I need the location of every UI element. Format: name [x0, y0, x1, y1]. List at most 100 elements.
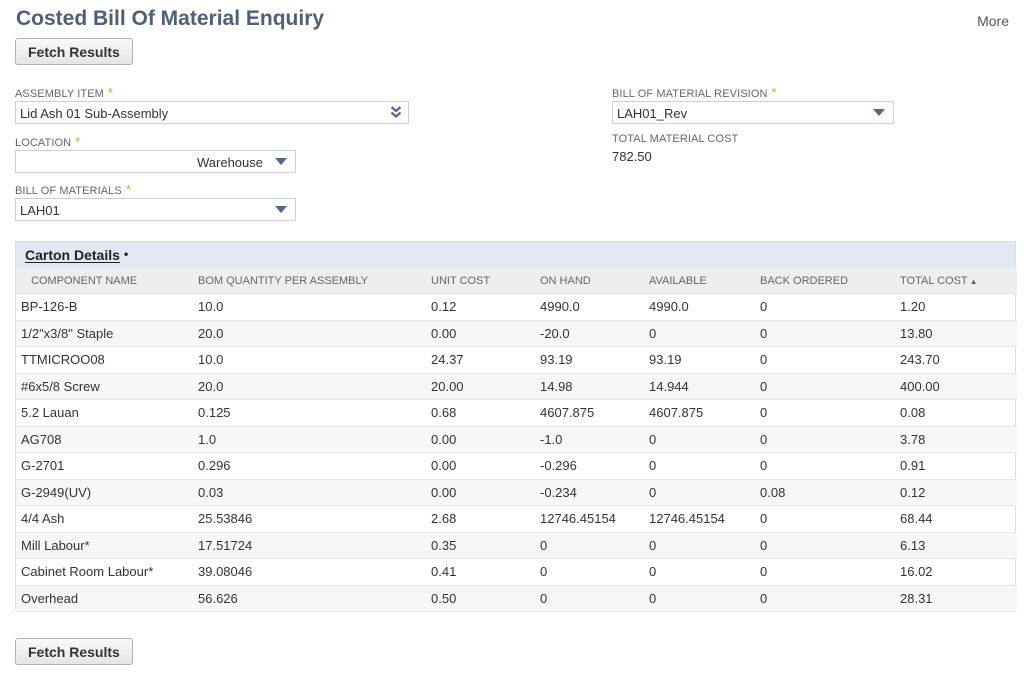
sort-ascending-icon: ▲ — [969, 276, 978, 286]
table-row[interactable]: G-2949(UV) 0.03 0.00 -0.234 0 0.08 0.12 — [16, 479, 1017, 506]
table-row[interactable]: 5.2 Lauan 0.125 0.68 4607.875 4607.875 0 0.08 — [16, 399, 1017, 427]
table-header-row: COMPONENT NAME BOM QUANTITY PER ASSEMBLY U… — [16, 268, 1017, 294]
table-cell: 5.2 Lauan — [16, 399, 188, 427]
location-label: LOCATION * — [15, 134, 81, 149]
table-cell: 0.12 — [421, 293, 530, 321]
table-cell: -0.234 — [530, 479, 639, 506]
table-row[interactable]: Cabinet Room Labour* 39.08046 0.41 0 0 0 16.02 — [16, 558, 1017, 586]
caret-down-icon[interactable] — [275, 206, 287, 213]
sublist-title[interactable]: Carton Details — [25, 247, 120, 263]
table-cell: 0 — [750, 558, 890, 586]
table-cell: 0.41 — [421, 558, 530, 586]
table-row[interactable]: Mill Labour* 17.51724 0.35 0 0 0 6.13 — [16, 532, 1017, 559]
location-select[interactable]: Warehouse — [15, 150, 296, 173]
table-cell: 14.944 — [639, 373, 750, 400]
table-cell: 0 — [530, 585, 639, 612]
table-row[interactable]: 1/2"x3/8" Staple 20.0 0.00 -20.0 0 0 13.80 — [16, 320, 1017, 347]
table-cell: 0 — [639, 479, 750, 506]
table-cell: 25.53846 — [188, 505, 421, 533]
table-cell: G-2949(UV) — [16, 479, 188, 506]
table-cell: 0 — [639, 426, 750, 453]
table-cell: 1.0 — [188, 426, 421, 453]
table-cell: Cabinet Room Labour* — [16, 558, 188, 586]
table-cell: 0.68 — [421, 399, 530, 427]
table-cell: 0 — [530, 532, 639, 559]
table-cell: 0.00 — [421, 479, 530, 506]
table-cell: #6x5/8 Screw — [16, 373, 188, 400]
table-cell: 93.19 — [639, 346, 750, 374]
fetch-results-button-bottom[interactable]: Fetch Results — [15, 638, 133, 665]
table-cell: 1.20 — [890, 293, 1017, 321]
table-cell: 4990.0 — [530, 293, 639, 321]
table-cell: 10.0 — [188, 346, 421, 374]
bill-of-materials-value: LAH01 — [20, 203, 60, 218]
assembly-item-label: ASSEMBLY ITEM * — [15, 85, 114, 100]
double-chevron-down-icon[interactable] — [390, 104, 402, 120]
page-title: Costed Bill Of Material Enquiry — [16, 7, 325, 30]
carton-details-sublist: Carton Details • COMPONENT NAME BOM QUANTI… — [15, 241, 1017, 612]
table-cell: Overhead — [16, 585, 188, 612]
table-cell: 14.98 — [530, 373, 639, 400]
bill-of-materials-select[interactable]: LAH01 — [15, 198, 296, 221]
bom-revision-value: LAH01_Rev — [617, 106, 688, 121]
required-marker: * — [125, 182, 132, 197]
table-cell: 0 — [750, 426, 890, 453]
column-header[interactable]: BACK ORDERED — [750, 268, 890, 294]
table-cell: 3.78 — [890, 426, 1017, 453]
column-header[interactable]: AVAILABLE — [639, 268, 750, 294]
more-menu-link[interactable]: More — [977, 13, 1009, 29]
table-cell: 20.00 — [421, 373, 530, 400]
bom-revision-label: BILL OF MATERIAL REVISION * — [612, 85, 777, 100]
sublist-header: Carton Details • — [16, 242, 1015, 268]
table-cell: 0.00 — [421, 320, 530, 347]
table-cell: 1/2"x3/8" Staple — [16, 320, 188, 347]
table-cell: 4607.875 — [639, 399, 750, 427]
column-header[interactable]: BOM QUANTITY PER ASSEMBLY — [188, 268, 421, 294]
total-material-cost-label: TOTAL MATERIAL COST — [612, 133, 739, 145]
table-cell: 0.12 — [890, 479, 1017, 506]
table-cell: 0.125 — [188, 399, 421, 427]
table-row[interactable]: TTMICROO08 10.0 24.37 93.19 93.19 0 243.70 — [16, 346, 1017, 374]
required-marker: * — [107, 85, 114, 100]
table-row[interactable]: 4/4 Ash 25.53846 2.68 12746.45154 12746.4515… — [16, 505, 1017, 533]
table-cell: 0.50 — [421, 585, 530, 612]
table-row[interactable]: BP-126-B 10.0 0.12 4990.0 4990.0 0 1.20 — [16, 293, 1017, 321]
table-cell: 17.51724 — [188, 532, 421, 559]
table-cell: 0 — [639, 452, 750, 480]
table-cell: 12746.45154 — [639, 505, 750, 533]
table-cell: 0 — [750, 505, 890, 533]
location-value: Warehouse — [197, 155, 263, 170]
sublist-title-marker: • — [124, 247, 129, 261]
table-cell: BP-126-B — [16, 293, 188, 321]
column-header[interactable]: ON HAND — [530, 268, 639, 294]
carton-details-table: COMPONENT NAME BOM QUANTITY PER ASSEMBLY U… — [16, 268, 1017, 612]
column-header[interactable]: COMPONENT NAME — [16, 268, 188, 294]
bom-revision-select[interactable]: LAH01_Rev — [612, 101, 894, 124]
table-row[interactable]: #6x5/8 Screw 20.0 20.00 14.98 14.944 0 400.00 — [16, 373, 1017, 400]
table-cell: 28.31 — [890, 585, 1017, 612]
table-row[interactable]: AG708 1.0 0.00 -1.0 0 0 3.78 — [16, 426, 1017, 453]
table-cell: 20.0 — [188, 373, 421, 400]
table-cell: 24.37 — [421, 346, 530, 374]
table-cell: 0.03 — [188, 479, 421, 506]
column-header[interactable]: UNIT COST — [421, 268, 530, 294]
table-row[interactable]: Overhead 56.626 0.50 0 0 0 28.31 — [16, 585, 1017, 612]
table-cell: 20.0 — [188, 320, 421, 347]
table-cell: 39.08046 — [188, 558, 421, 586]
table-cell: 0 — [530, 558, 639, 586]
table-cell: 0.00 — [421, 426, 530, 453]
table-cell: 0 — [639, 532, 750, 559]
table-cell: -1.0 — [530, 426, 639, 453]
caret-down-icon[interactable] — [275, 158, 287, 165]
table-cell: 0 — [750, 293, 890, 321]
table-cell: 2.68 — [421, 505, 530, 533]
table-cell: 0.08 — [750, 479, 890, 506]
caret-down-icon[interactable] — [873, 109, 885, 116]
table-cell: 0 — [639, 558, 750, 586]
assembly-item-select[interactable]: Lid Ash 01 Sub-Assembly — [15, 101, 409, 124]
assembly-item-value: Lid Ash 01 Sub-Assembly — [20, 106, 169, 121]
fetch-results-button-top[interactable]: Fetch Results — [15, 38, 133, 65]
table-row[interactable]: G-2701 0.296 0.00 -0.296 0 0 0.91 — [16, 452, 1017, 480]
column-header[interactable]: TOTAL COST ▲ — [890, 268, 1017, 294]
table-cell: 10.0 — [188, 293, 421, 321]
